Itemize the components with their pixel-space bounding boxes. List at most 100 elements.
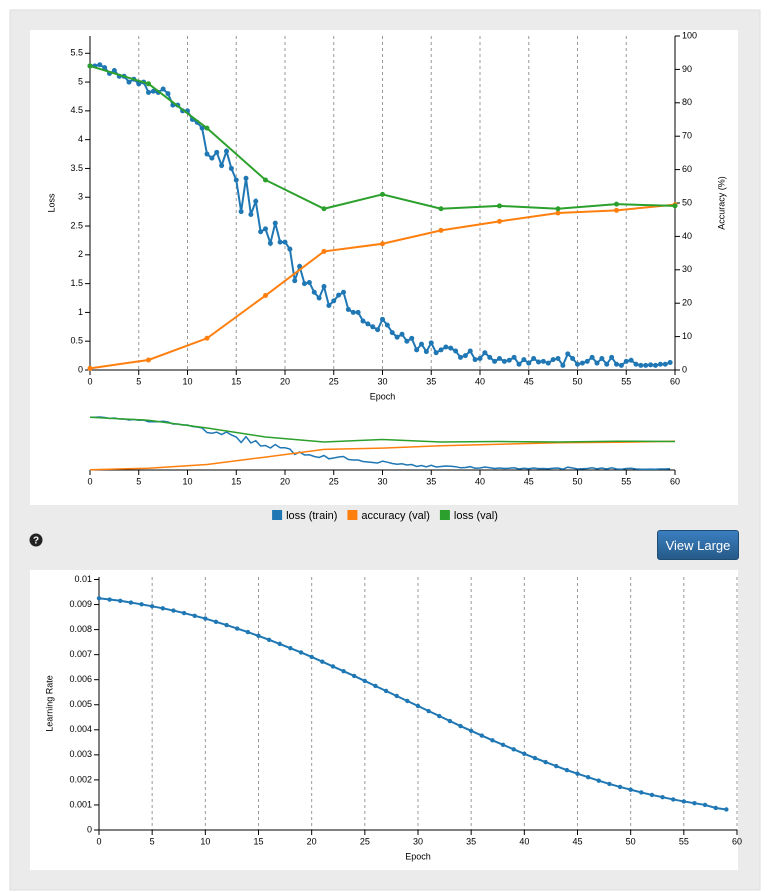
y-tick-label: 4 bbox=[78, 134, 83, 144]
x-tick-label: 60 bbox=[670, 376, 680, 386]
data-point bbox=[500, 742, 506, 748]
data-point bbox=[380, 316, 385, 322]
data-point bbox=[639, 790, 644, 795]
data-point bbox=[609, 354, 615, 360]
data-point bbox=[214, 149, 220, 155]
data-point bbox=[628, 357, 634, 363]
x-tick-label: 5 bbox=[150, 836, 155, 846]
y-tick-label: 2 bbox=[78, 249, 83, 259]
data-point bbox=[256, 633, 261, 639]
y2-tick-label: 0 bbox=[682, 364, 687, 374]
help-icon[interactable] bbox=[29, 533, 43, 547]
data-point bbox=[438, 347, 444, 353]
data-point bbox=[618, 362, 624, 368]
data-point bbox=[365, 321, 371, 327]
data-point bbox=[550, 357, 556, 363]
data-point bbox=[521, 357, 527, 363]
y-tick-label: 0.006 bbox=[69, 674, 92, 684]
chart-background bbox=[30, 570, 738, 870]
data-point bbox=[433, 350, 439, 356]
data-point bbox=[570, 355, 576, 361]
data-point bbox=[87, 63, 93, 69]
data-point bbox=[330, 664, 336, 669]
data-point bbox=[497, 355, 502, 361]
legend-label: accuracy (val) bbox=[361, 510, 429, 522]
data-point bbox=[126, 79, 132, 85]
data-point bbox=[692, 800, 697, 806]
data-point bbox=[453, 348, 459, 354]
y-tick-label: 0.5 bbox=[70, 336, 83, 346]
data-point bbox=[136, 81, 142, 87]
y-tick-label: 0.004 bbox=[69, 724, 92, 734]
data-point bbox=[724, 807, 729, 812]
data-point bbox=[482, 350, 488, 356]
data-point bbox=[511, 354, 517, 360]
data-point bbox=[428, 340, 434, 346]
x-tick-label: 30 bbox=[377, 476, 387, 486]
data-point bbox=[263, 226, 268, 232]
x-tick-label: 55 bbox=[621, 476, 631, 486]
data-point bbox=[139, 602, 144, 607]
x-tick-label: 50 bbox=[572, 476, 582, 486]
data-point bbox=[543, 759, 548, 765]
data-point bbox=[638, 362, 644, 368]
y-tick-label: 0.001 bbox=[69, 799, 92, 809]
y2-tick-label: 60 bbox=[682, 164, 692, 174]
data-point bbox=[472, 357, 478, 363]
y-tick-label: 5 bbox=[78, 76, 83, 86]
data-point bbox=[146, 357, 151, 363]
data-point bbox=[604, 361, 610, 367]
y-tick-label: 1 bbox=[78, 307, 83, 317]
x-tick-label: 40 bbox=[475, 476, 485, 486]
chart-background bbox=[30, 30, 738, 505]
data-point bbox=[277, 239, 283, 245]
x-tick-label: 40 bbox=[475, 376, 485, 386]
data-point bbox=[233, 177, 239, 183]
x-tick-label: 10 bbox=[182, 376, 192, 386]
x-tick-label: 60 bbox=[732, 836, 742, 846]
data-point bbox=[643, 362, 649, 368]
data-point bbox=[321, 284, 327, 289]
y-tick-label: 0.008 bbox=[69, 624, 92, 634]
x-tick-label: 0 bbox=[87, 476, 92, 486]
data-point bbox=[555, 210, 561, 216]
data-point bbox=[657, 361, 663, 367]
data-point bbox=[248, 212, 254, 218]
data-point bbox=[522, 751, 527, 757]
y-tick-label: 4.5 bbox=[70, 105, 83, 115]
y-tick-label: 0.005 bbox=[69, 699, 92, 709]
x-tick-label: 35 bbox=[426, 376, 436, 386]
data-point bbox=[462, 353, 468, 359]
data-point bbox=[336, 292, 342, 298]
data-point bbox=[423, 349, 429, 355]
data-point bbox=[320, 659, 325, 664]
data-point bbox=[192, 613, 197, 619]
data-point bbox=[437, 713, 442, 719]
data-point bbox=[560, 362, 566, 368]
data-point bbox=[209, 155, 215, 161]
data-point bbox=[565, 351, 571, 357]
legend-label: loss (train) bbox=[286, 510, 337, 522]
data-point bbox=[438, 227, 444, 233]
y-tick-label: 2.5 bbox=[70, 220, 83, 230]
x-tick-label: 5 bbox=[136, 476, 141, 486]
y2-tick-label: 10 bbox=[682, 331, 692, 341]
data-point bbox=[545, 360, 551, 366]
data-point bbox=[479, 733, 484, 738]
data-point bbox=[490, 738, 495, 743]
data-point bbox=[389, 330, 395, 336]
data-point bbox=[384, 322, 390, 328]
view-large-button[interactable]: View Large bbox=[657, 530, 739, 560]
data-point bbox=[253, 198, 259, 204]
data-point bbox=[511, 747, 516, 752]
data-point bbox=[633, 361, 639, 367]
data-point bbox=[97, 62, 103, 68]
data-point bbox=[458, 354, 463, 360]
data-point bbox=[575, 771, 580, 776]
data-point bbox=[536, 359, 541, 365]
data-point bbox=[404, 338, 410, 344]
x-tick-label: 15 bbox=[231, 376, 241, 386]
data-point bbox=[584, 358, 590, 364]
data-point bbox=[614, 361, 619, 367]
data-point bbox=[448, 345, 454, 351]
